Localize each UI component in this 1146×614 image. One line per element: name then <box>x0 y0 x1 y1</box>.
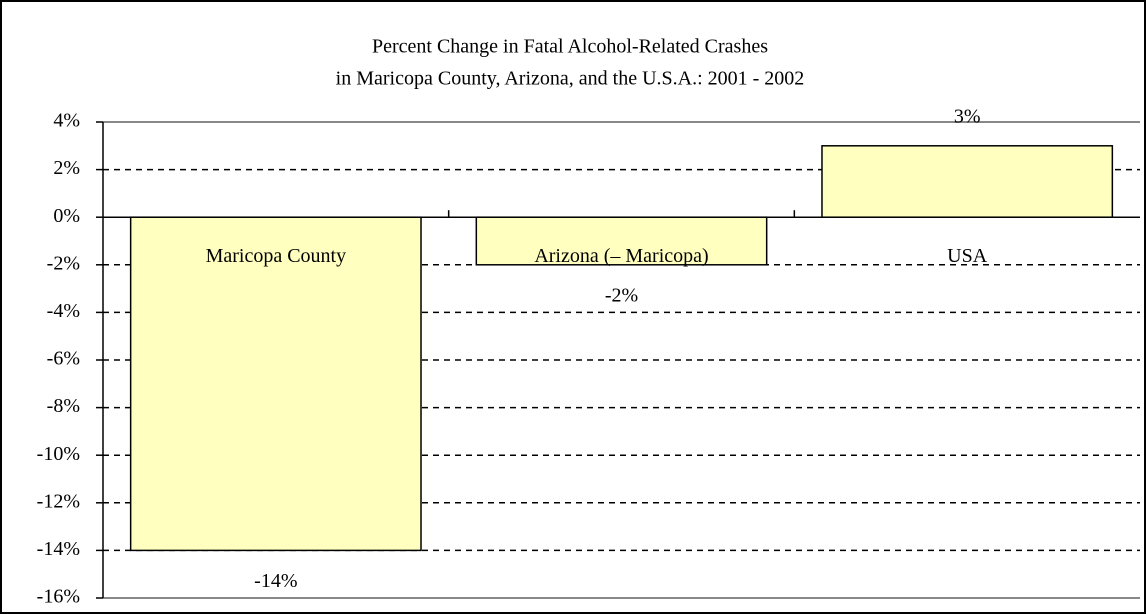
y-tick-label: -16% <box>37 586 80 608</box>
data-label: 3% <box>954 105 981 127</box>
y-tick-label: -10% <box>37 443 80 465</box>
data-label: -14% <box>254 570 297 592</box>
x-tick-label: Maricopa County <box>206 245 347 267</box>
y-tick-label: 0% <box>53 205 80 227</box>
data-label: -2% <box>605 284 638 306</box>
bar <box>821 145 1114 218</box>
y-tick-label: -6% <box>47 348 80 370</box>
bar <box>475 216 768 266</box>
y-tick-label: -2% <box>47 252 80 274</box>
y-tick-label: -4% <box>47 300 80 322</box>
chart-title: Percent Change in Fatal Alcohol-Related … <box>372 36 768 58</box>
bar <box>129 216 422 552</box>
x-tick-label: Arizona (– Maricopa) <box>534 245 708 267</box>
chart-title: in Maricopa County, Arizona, and the U.S… <box>336 68 805 90</box>
x-tick-label: USA <box>947 245 988 267</box>
y-tick-label: 2% <box>53 157 80 179</box>
y-tick-label: -12% <box>37 490 80 512</box>
y-tick-label: -14% <box>37 538 80 560</box>
y-tick-label: -8% <box>47 395 80 417</box>
y-tick-label: 4% <box>53 110 80 132</box>
